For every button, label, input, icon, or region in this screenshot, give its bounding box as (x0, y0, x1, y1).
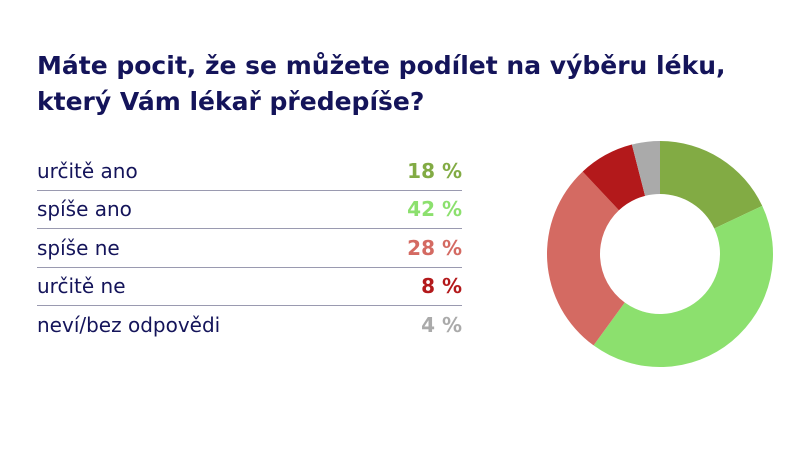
table-row: spíše ano 42 % (37, 191, 462, 229)
page-title: Máte pocit, že se můžete podílet na výbě… (37, 48, 757, 120)
title-line-2: který Vám lékař předepíše? (37, 87, 425, 116)
row-value: 42 % (407, 197, 462, 222)
row-label: neví/bez odpovědi (37, 313, 221, 338)
donut-slice (582, 144, 646, 211)
row-value: 4 % (421, 313, 462, 338)
donut-slice (593, 205, 773, 367)
donut-chart (547, 141, 773, 367)
table-row: spíše ne 28 % (37, 229, 462, 268)
title-line-1: Máte pocit, že se můžete podílet na výbě… (37, 51, 726, 80)
row-value: 18 % (407, 158, 462, 183)
table-row: neví/bez odpovědi 4 % (37, 306, 462, 345)
row-value: 8 % (421, 274, 462, 299)
donut-slice (660, 141, 763, 229)
row-label: určitě ano (37, 158, 138, 183)
donut-slice (547, 171, 625, 346)
table-row: určitě ano 18 % (37, 152, 462, 191)
row-label: spíše ne (37, 235, 120, 260)
table-row: určitě ne 8 % (37, 268, 462, 306)
results-table: určitě ano 18 % spíše ano 42 % spíše ne … (37, 152, 462, 345)
row-label: spíše ano (37, 197, 132, 222)
donut-slice (631, 141, 660, 196)
row-label: určitě ne (37, 274, 126, 299)
row-value: 28 % (407, 235, 462, 260)
